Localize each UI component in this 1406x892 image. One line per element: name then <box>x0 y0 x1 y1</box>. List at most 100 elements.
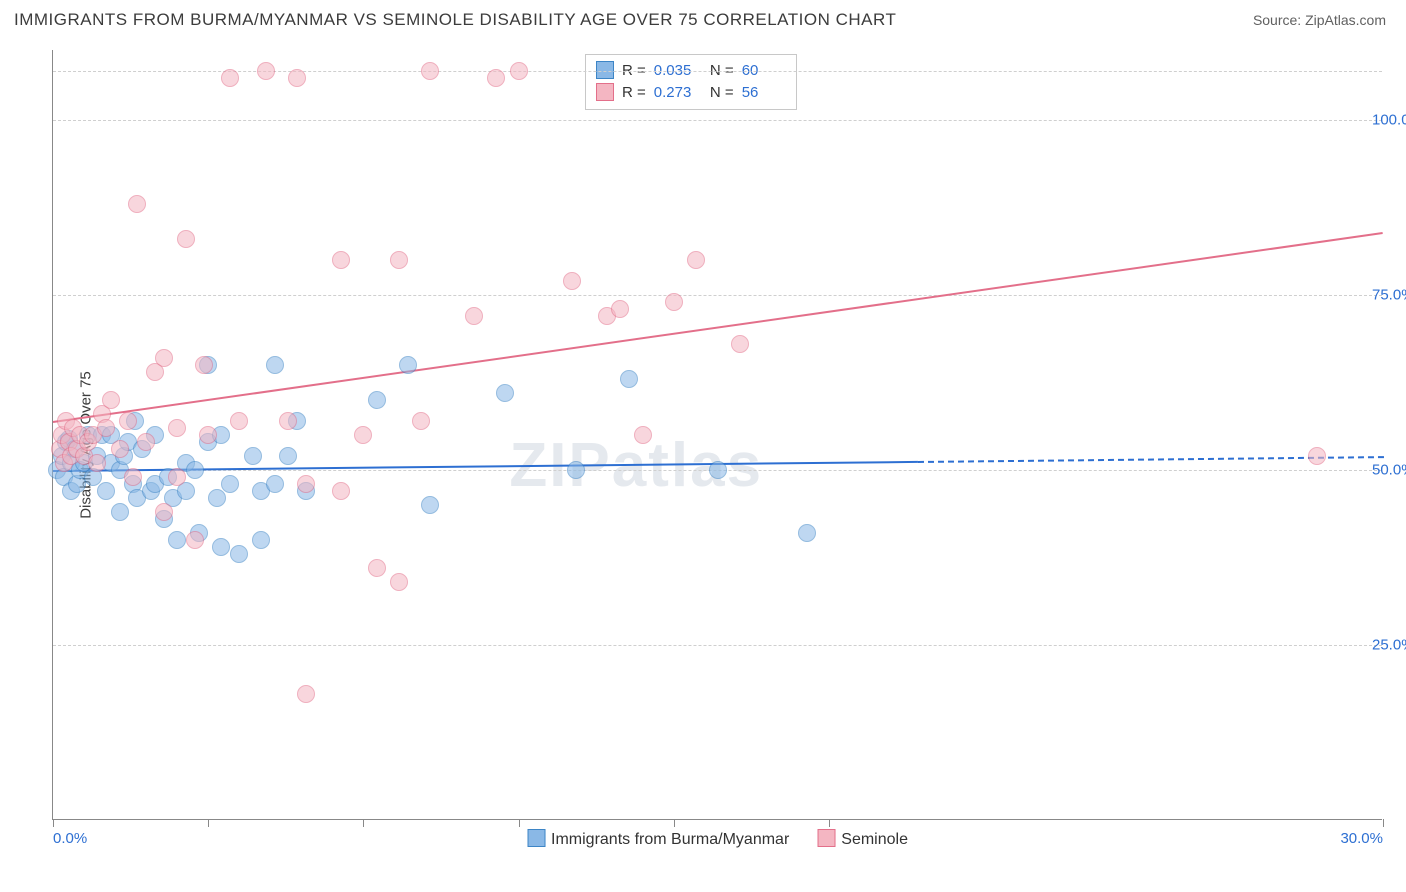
data-point-seminole <box>354 426 372 444</box>
x-tick <box>53 819 54 827</box>
data-point-seminole <box>168 468 186 486</box>
data-point-burma <box>168 531 186 549</box>
data-point-burma <box>620 370 638 388</box>
data-point-seminole <box>731 335 749 353</box>
trend-line-seminole <box>53 232 1383 423</box>
source-attribution: Source: ZipAtlas.com <box>1253 12 1386 28</box>
data-point-burma <box>230 545 248 563</box>
stats-row-burma: R = 0.035 N = 60 <box>596 59 786 81</box>
data-point-seminole <box>563 272 581 290</box>
data-point-seminole <box>97 419 115 437</box>
data-point-burma <box>798 524 816 542</box>
data-point-seminole <box>102 391 120 409</box>
x-tick <box>519 819 520 827</box>
data-point-seminole <box>332 251 350 269</box>
data-point-burma <box>368 391 386 409</box>
data-point-burma <box>252 531 270 549</box>
stats-n-value: 56 <box>742 84 786 101</box>
legend-swatch-seminole <box>817 829 835 847</box>
stats-r-value: 0.273 <box>654 84 698 101</box>
x-tick-label: 30.0% <box>1340 830 1383 847</box>
data-point-seminole <box>297 685 315 703</box>
x-tick <box>674 819 675 827</box>
legend-swatch-burma <box>596 61 614 79</box>
x-tick-label: 0.0% <box>53 830 87 847</box>
data-point-seminole <box>487 69 505 87</box>
y-gridline <box>53 120 1382 121</box>
data-point-burma <box>111 503 129 521</box>
x-legend-item-seminole: Seminole <box>817 829 908 849</box>
data-point-seminole <box>390 251 408 269</box>
stats-r-value: 0.035 <box>654 62 698 79</box>
stats-row-seminole: R = 0.273 N = 56 <box>596 81 786 103</box>
data-point-burma <box>399 356 417 374</box>
y-tick-label: 50.0% <box>1372 462 1406 479</box>
data-point-seminole <box>230 412 248 430</box>
chart-title: IMMIGRANTS FROM BURMA/MYANMAR VS SEMINOL… <box>14 10 896 30</box>
stats-n-value: 60 <box>742 62 786 79</box>
data-point-seminole <box>221 69 239 87</box>
data-point-burma <box>97 482 115 500</box>
data-point-seminole <box>119 412 137 430</box>
data-point-seminole <box>168 419 186 437</box>
data-point-seminole <box>137 433 155 451</box>
data-point-seminole <box>634 426 652 444</box>
data-point-burma <box>279 447 297 465</box>
y-gridline <box>53 295 1382 296</box>
data-point-burma <box>212 538 230 556</box>
chart-container: Disability Age Over 75 ZIPatlas R =0.035… <box>14 40 1392 850</box>
x-tick <box>208 819 209 827</box>
data-point-seminole <box>195 356 213 374</box>
x-tick <box>363 819 364 827</box>
data-point-seminole <box>111 440 129 458</box>
data-point-burma <box>221 475 239 493</box>
x-tick <box>829 819 830 827</box>
stats-n-label: N = <box>706 62 734 79</box>
data-point-seminole <box>421 62 439 80</box>
data-point-seminole <box>279 412 297 430</box>
data-point-seminole <box>297 475 315 493</box>
data-point-burma <box>266 475 284 493</box>
data-point-seminole <box>510 62 528 80</box>
data-point-burma <box>496 384 514 402</box>
x-legend-item-burma: Immigrants from Burma/Myanmar <box>527 829 789 849</box>
y-gridline <box>53 71 1382 72</box>
data-point-seminole <box>332 482 350 500</box>
plot-area: ZIPatlas R =0.035 N =60R =0.273 N =56 Im… <box>52 50 1382 820</box>
stats-r-label: R = <box>622 62 646 79</box>
data-point-seminole <box>88 454 106 472</box>
y-gridline <box>53 645 1382 646</box>
data-point-seminole <box>465 307 483 325</box>
data-point-seminole <box>611 300 629 318</box>
legend-swatch-seminole <box>596 83 614 101</box>
data-point-burma <box>208 489 226 507</box>
y-tick-label: 75.0% <box>1372 287 1406 304</box>
data-point-burma <box>186 461 204 479</box>
x-axis-legend: Immigrants from Burma/Myanmar Seminole <box>527 829 908 849</box>
data-point-seminole <box>665 293 683 311</box>
y-tick-label: 100.0% <box>1372 112 1406 129</box>
data-point-burma <box>709 461 727 479</box>
data-point-seminole <box>257 62 275 80</box>
stats-n-label: N = <box>706 84 734 101</box>
data-point-seminole <box>368 559 386 577</box>
data-point-burma <box>567 461 585 479</box>
data-point-burma <box>421 496 439 514</box>
data-point-seminole <box>687 251 705 269</box>
data-point-seminole <box>186 531 204 549</box>
data-point-seminole <box>199 426 217 444</box>
data-point-burma <box>266 356 284 374</box>
data-point-seminole <box>1308 447 1326 465</box>
stats-legend: R = 0.035 N = 60 R = 0.273 N = 56 <box>585 54 797 110</box>
data-point-seminole <box>412 412 430 430</box>
stats-r-label: R = <box>622 84 646 101</box>
data-point-seminole <box>390 573 408 591</box>
y-tick-label: 25.0% <box>1372 637 1406 654</box>
data-point-seminole <box>124 468 142 486</box>
data-point-seminole <box>177 230 195 248</box>
data-point-seminole <box>288 69 306 87</box>
legend-swatch-burma <box>527 829 545 847</box>
data-point-seminole <box>155 503 173 521</box>
data-point-seminole <box>155 349 173 367</box>
x-tick <box>1383 819 1384 827</box>
